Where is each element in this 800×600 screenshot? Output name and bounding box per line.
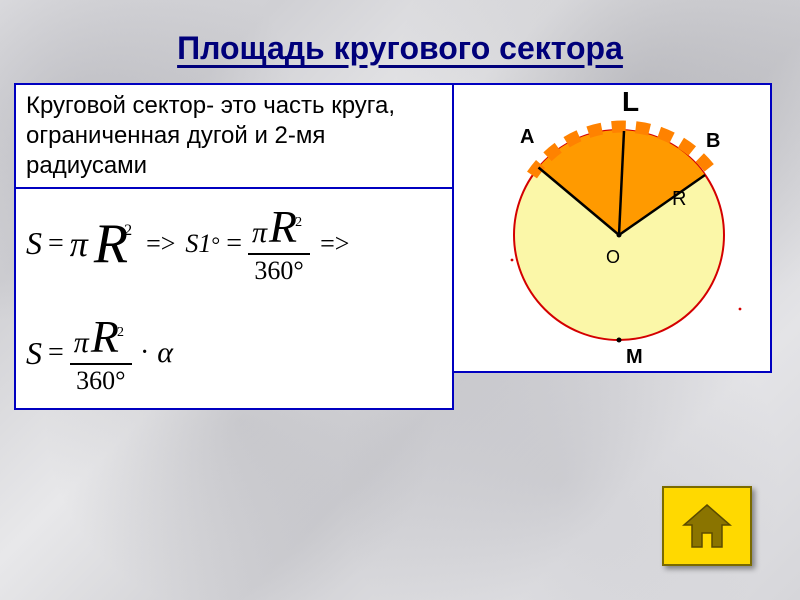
home-icon [680, 501, 734, 551]
sym-S1deg: S1° [185, 229, 220, 259]
diagram-box: L A B R O M [452, 83, 772, 373]
formula-line-1: S = π R2 => S1° = πR2 360° => [26, 203, 442, 285]
fraction-1: πR2 360° [248, 203, 310, 285]
sym-implies: => [146, 229, 175, 259]
label-A: A [520, 126, 534, 148]
label-M: M [626, 346, 643, 368]
dot-stray-2 [739, 308, 742, 311]
slide-root: Площадь кругового сектора Круговой секто… [0, 0, 800, 600]
sym-eq2: = [226, 228, 242, 260]
sym-S-2: S [26, 335, 42, 372]
label-L: L [622, 86, 639, 117]
home-button[interactable] [662, 486, 752, 566]
sym-S: S [26, 225, 42, 262]
sym-implies2: => [320, 229, 349, 259]
sym-pi: π [70, 223, 88, 265]
label-O: O [606, 247, 620, 267]
sym-R2: R2 [94, 212, 136, 276]
formula-line-2: S = πR2 360° · α [26, 313, 442, 395]
definition-text: Круговой сектор- это часть круга, ограни… [26, 92, 395, 179]
sym-alpha: α [157, 336, 173, 370]
left-column: Круговой сектор- это часть круга, ограни… [14, 83, 454, 410]
sym-eq: = [48, 228, 64, 260]
slide-title: Площадь кругового сектора [0, 0, 800, 75]
sym-dot: · [140, 337, 149, 369]
fraction-2: πR2 360° [70, 313, 132, 395]
formula-box: S = π R2 => S1° = πR2 360° => S [14, 189, 454, 410]
right-column: L A B R O M [452, 83, 772, 410]
label-B: B [706, 130, 720, 152]
label-R: R [672, 188, 686, 210]
content-row: Круговой сектор- это часть круга, ограни… [14, 83, 786, 410]
sector-diagram-svg: L A B R O M [454, 85, 774, 375]
point-M [617, 338, 622, 343]
center-dot [617, 233, 622, 238]
dot-stray-1 [511, 259, 514, 262]
sym-eq3: = [48, 337, 64, 369]
definition-box: Круговой сектор- это часть круга, ограни… [14, 83, 454, 189]
